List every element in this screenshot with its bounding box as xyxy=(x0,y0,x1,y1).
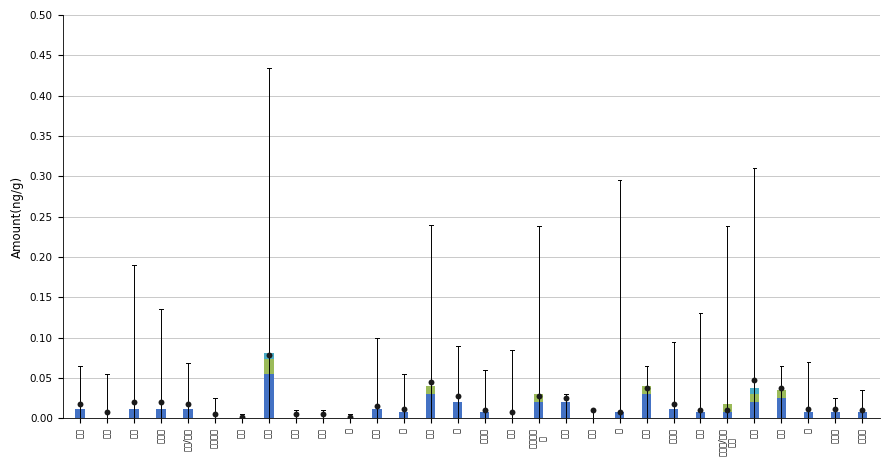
Point xyxy=(478,406,492,414)
Bar xyxy=(642,394,651,418)
Bar xyxy=(426,394,436,418)
Point xyxy=(100,408,114,416)
Point xyxy=(423,378,437,386)
Bar xyxy=(372,409,381,418)
Point xyxy=(504,408,519,416)
Bar xyxy=(858,412,867,418)
Bar xyxy=(76,409,85,418)
Point xyxy=(693,406,707,414)
Bar xyxy=(777,390,786,398)
Bar xyxy=(264,360,274,374)
Point xyxy=(451,392,465,399)
Point xyxy=(829,405,843,412)
Bar xyxy=(264,374,274,418)
Bar xyxy=(642,386,651,394)
Point xyxy=(612,408,626,416)
Bar xyxy=(129,409,139,418)
Point xyxy=(585,406,600,414)
Point xyxy=(640,384,654,391)
Bar xyxy=(426,386,436,394)
Point xyxy=(208,410,222,418)
Point xyxy=(73,400,87,408)
Bar xyxy=(480,412,489,418)
Bar xyxy=(723,412,732,418)
Bar xyxy=(777,398,786,418)
Point xyxy=(234,413,249,420)
Point xyxy=(127,398,141,406)
Bar xyxy=(561,402,570,418)
Bar xyxy=(156,409,166,418)
Bar xyxy=(264,353,274,360)
Bar xyxy=(615,412,625,418)
Bar xyxy=(696,412,705,418)
Point xyxy=(559,395,573,402)
Point xyxy=(154,398,168,406)
Bar xyxy=(399,412,408,418)
Point xyxy=(289,410,303,418)
Point xyxy=(315,410,330,418)
Bar xyxy=(723,404,732,412)
Point xyxy=(720,406,734,414)
Point xyxy=(343,413,357,420)
Bar xyxy=(534,394,544,402)
Point xyxy=(532,392,546,399)
Point xyxy=(748,376,762,383)
Bar xyxy=(749,388,759,394)
Point xyxy=(262,352,276,359)
Point xyxy=(855,406,870,414)
Bar xyxy=(749,402,759,418)
Bar xyxy=(534,402,544,418)
Bar xyxy=(804,412,813,418)
Bar xyxy=(669,409,678,418)
Point xyxy=(801,405,815,412)
Bar xyxy=(830,412,840,418)
Point xyxy=(370,403,384,410)
Y-axis label: Amount(ng/g): Amount(ng/g) xyxy=(11,176,24,258)
Bar xyxy=(184,409,192,418)
Bar xyxy=(453,402,462,418)
Point xyxy=(666,400,681,408)
Bar xyxy=(749,394,759,402)
Point xyxy=(181,400,195,408)
Point xyxy=(774,384,789,391)
Point xyxy=(396,405,411,412)
